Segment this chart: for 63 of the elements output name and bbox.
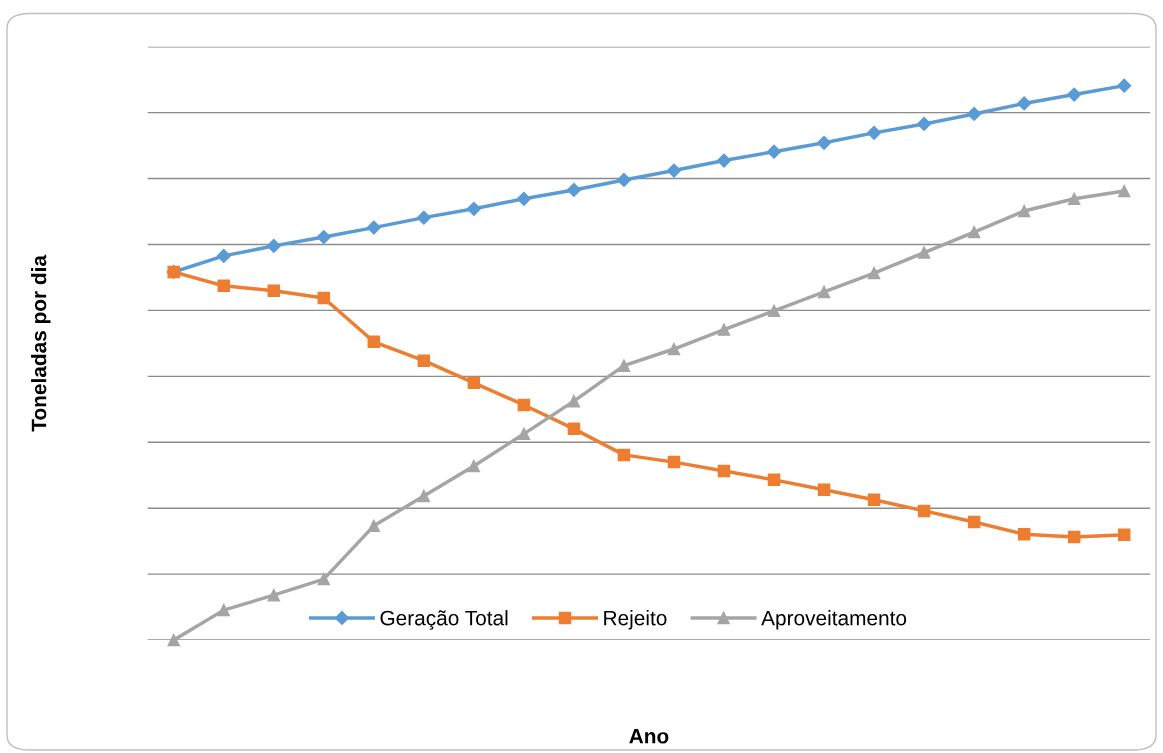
point (816, 135, 832, 150)
point (517, 398, 531, 412)
point (617, 448, 631, 462)
point (967, 106, 982, 122)
point (867, 266, 881, 280)
point (817, 285, 831, 299)
point (467, 459, 481, 473)
point (367, 335, 381, 349)
point (1017, 204, 1031, 218)
point (417, 489, 431, 503)
point (1067, 192, 1081, 206)
point (267, 588, 281, 602)
point (667, 455, 681, 469)
point (266, 238, 281, 253)
point (866, 125, 882, 140)
point (566, 182, 581, 198)
point (317, 291, 331, 305)
point (1017, 527, 1031, 541)
point (917, 116, 932, 132)
legend-label: Aproveitamento (761, 610, 907, 630)
point (867, 493, 881, 507)
point (217, 603, 230, 617)
point (1117, 184, 1131, 198)
point (616, 172, 632, 188)
point (317, 572, 331, 586)
point (917, 246, 931, 259)
point (267, 284, 281, 298)
point (417, 354, 431, 367)
point (917, 504, 931, 518)
point (967, 515, 981, 529)
point (817, 483, 831, 497)
point (967, 225, 981, 239)
x-axis-title: Ano (629, 729, 669, 744)
legend-label: Rejeito (604, 610, 667, 630)
point (767, 473, 781, 487)
point (1067, 530, 1081, 544)
point (167, 633, 180, 647)
point (1117, 528, 1131, 541)
point (366, 220, 381, 235)
point (767, 304, 781, 318)
point (517, 427, 531, 441)
y-axis-title: Toneladas por dia (31, 254, 51, 432)
point (766, 144, 782, 159)
point (716, 153, 732, 168)
point (667, 342, 681, 356)
point (1067, 87, 1082, 102)
point (416, 210, 431, 225)
point (567, 394, 581, 408)
point (717, 464, 731, 478)
point (1017, 96, 1032, 111)
point (666, 163, 682, 178)
point (367, 519, 381, 533)
point (516, 191, 531, 206)
point (617, 359, 631, 372)
point (466, 201, 481, 216)
point (316, 229, 331, 245)
point (567, 422, 581, 436)
legend-label: Geração Total (380, 610, 508, 630)
point (717, 323, 731, 336)
point (217, 279, 230, 293)
point (467, 376, 481, 390)
point (216, 248, 231, 263)
point (1117, 78, 1132, 93)
